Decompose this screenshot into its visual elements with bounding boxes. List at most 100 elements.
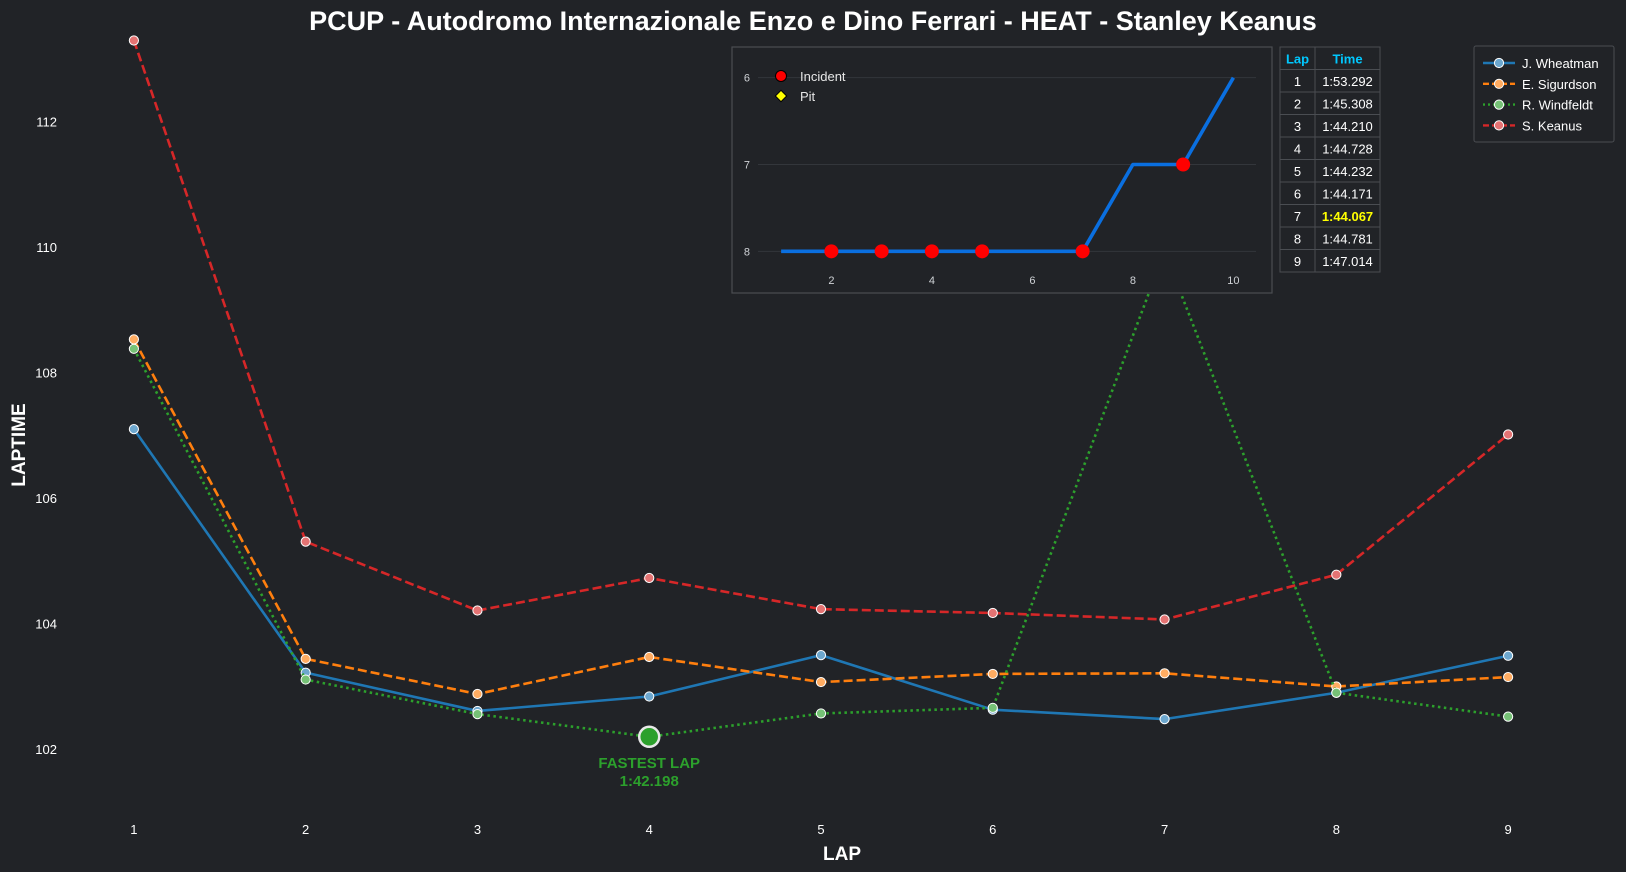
lap-table-cell: 1:44.171 [1322, 187, 1373, 202]
y-tick-label: 102 [35, 742, 57, 757]
data-point [1159, 714, 1170, 725]
lap-table-cell: 1:45.308 [1322, 97, 1373, 112]
data-point [1331, 687, 1342, 698]
inset-x-tick: 4 [929, 275, 935, 287]
inset-legend-pit: Pit [800, 89, 816, 104]
lap-table-cell: 1:44.781 [1322, 232, 1373, 247]
data-point [1503, 671, 1514, 683]
legend-swatch-marker [1493, 57, 1505, 69]
inset-y-tick: 6 [744, 73, 750, 85]
data-point [128, 424, 139, 435]
lap-table-cell: 1:53.292 [1322, 74, 1373, 89]
lap-table-cell: 4 [1294, 142, 1301, 157]
lap-table-cell: 7 [1294, 209, 1301, 224]
y-axis-ticks: 102 104 106 108 110 112 [35, 115, 57, 758]
data-point [987, 668, 998, 680]
series-line [132, 250, 1509, 739]
lap-table-cell: 1:44.232 [1322, 164, 1373, 179]
data-point [644, 691, 655, 702]
series-e-sigurdson [128, 334, 1514, 700]
chart-title: PCUP - Autodromo Internazionale Enzo e D… [309, 6, 1317, 36]
data-point [300, 536, 311, 547]
inset-y-tick: 8 [744, 246, 750, 258]
data-point [644, 572, 655, 584]
lap-table-cell: 9 [1294, 254, 1301, 269]
x-tick-label: 3 [474, 822, 481, 837]
inset-position-line [781, 76, 1235, 259]
y-tick-label: 108 [35, 366, 57, 381]
inset-x-tick: 10 [1227, 275, 1239, 287]
data-point [1503, 711, 1514, 722]
data-point [128, 35, 139, 46]
data-point [472, 708, 483, 720]
inset-x-tick: 2 [828, 275, 834, 287]
incident-marker [1075, 244, 1090, 259]
incident-legend-marker [775, 70, 787, 82]
y-axis-label: LAPTIME [9, 403, 30, 486]
inset-ticks: 6 7 8 2 4 6 8 10 [744, 73, 1240, 287]
lap-time-table: Lap Time 1 1:53.292 2 1:45.308 3 1:44.210 4 1:44.… [1279, 46, 1381, 273]
lap-table-cell: 1:44.728 [1322, 142, 1373, 157]
data-point [1331, 569, 1342, 580]
lap-table-cell: 1:44.210 [1322, 119, 1373, 134]
fastest-lap-marker [637, 725, 661, 749]
legend-entry: R. Windfeldt [1522, 98, 1593, 113]
y-tick-label: 110 [36, 240, 57, 255]
legend: J. Wheatman E. Sigurdson R. Windfeldt S. Ke… [1473, 45, 1615, 143]
x-tick-label: 5 [817, 822, 824, 837]
incident-marker [1176, 157, 1191, 172]
lap-table-header: Time [1332, 52, 1362, 67]
lap-table-cell: 1:47.014 [1322, 254, 1373, 269]
fastest-lap-value: 1:42.198 [620, 773, 679, 790]
y-tick-label: 106 [35, 491, 57, 506]
x-tick-label: 8 [1333, 822, 1340, 837]
data-point [1503, 429, 1514, 440]
x-axis-label: LAP [823, 844, 861, 865]
incident-marker [924, 244, 939, 259]
series-line [132, 338, 1509, 696]
fastest-lap-annotation: FASTEST LAP 1:42.198 [598, 725, 700, 790]
lap-table-cell: 1 [1294, 74, 1301, 89]
legend-swatch-marker [1493, 99, 1505, 110]
lap-table-cell: 8 [1294, 232, 1301, 247]
position-line [781, 76, 1235, 254]
data-point [128, 334, 139, 345]
legend-swatch-marker [1493, 78, 1505, 89]
data-point [472, 605, 483, 616]
position-inset: 6 7 8 2 4 6 8 10 Incident Pit [731, 46, 1273, 294]
legend-swatch-marker [1493, 120, 1505, 131]
legend-entry: J. Wheatman [1522, 56, 1599, 71]
y-tick-label: 112 [36, 115, 57, 130]
lap-table-cell: 1:44.067 [1322, 209, 1373, 224]
series-line [132, 428, 1509, 721]
fastest-lap-label: FASTEST LAP [598, 755, 700, 772]
lap-table-cell: 5 [1294, 164, 1301, 179]
series-s-keanus [128, 35, 1514, 625]
data-point [300, 674, 311, 685]
inset-x-tick: 8 [1130, 275, 1136, 287]
x-tick-label: 7 [1161, 822, 1168, 837]
data-point [815, 708, 827, 719]
x-tick-label: 9 [1504, 822, 1511, 837]
pit-legend-marker [774, 89, 788, 103]
x-tick-label: 1 [130, 822, 137, 837]
inset-y-tick: 7 [744, 160, 750, 172]
lap-table-header: Lap [1286, 52, 1309, 67]
data-point [815, 676, 827, 688]
data-point [300, 653, 311, 664]
legend-entry: E. Sigurdson [1522, 77, 1596, 92]
y-tick-label: 104 [35, 617, 57, 632]
data-point [815, 604, 827, 615]
incident-marker [975, 244, 990, 259]
legend-entry: S. Keanus [1522, 118, 1582, 133]
data-point [472, 688, 483, 700]
incident-marker [824, 244, 839, 259]
series-line [132, 40, 1509, 621]
x-tick-label: 2 [302, 822, 309, 837]
data-point [1159, 668, 1170, 679]
data-point [815, 649, 827, 661]
x-axis-ticks: 1 2 3 4 5 6 7 8 9 [130, 822, 1511, 837]
data-point [1159, 614, 1170, 625]
x-tick-label: 4 [646, 822, 653, 837]
